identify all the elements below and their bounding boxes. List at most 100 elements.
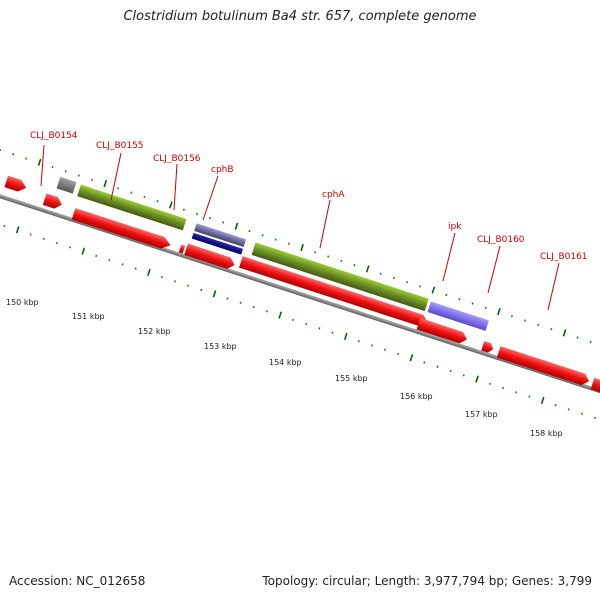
- feature-clj-b0156[interactable]: [194, 223, 247, 247]
- minor-tick: [580, 412, 583, 415]
- inner-tick-ring: [3, 224, 597, 420]
- minor-tick: [68, 246, 72, 249]
- leader-line: [487, 245, 501, 294]
- minor-tick: [340, 259, 343, 263]
- gene-label: CLJ_B0156: [153, 154, 201, 164]
- leader-line: [442, 232, 456, 282]
- minor-tick: [449, 369, 452, 373]
- kbp-label: 155 kbp: [335, 374, 368, 383]
- minor-tick: [589, 340, 592, 344]
- minor-tick: [510, 315, 514, 318]
- minor-tick: [248, 229, 251, 233]
- cds-arrow[interactable]: [4, 175, 28, 194]
- cds-arrow[interactable]: [416, 318, 469, 345]
- minor-tick: [0, 148, 2, 152]
- feature-cpha[interactable]: [251, 242, 429, 312]
- leader-line: [173, 163, 178, 211]
- minor-tick: [239, 301, 242, 304]
- minor-tick: [222, 221, 225, 224]
- minor-tick: [397, 352, 400, 356]
- minor-tick: [12, 153, 15, 156]
- major-tick: [103, 180, 108, 188]
- minor-tick: [471, 302, 474, 305]
- minor-tick: [567, 408, 570, 411]
- major-tick: [37, 158, 42, 166]
- cds-arrow[interactable]: [239, 256, 429, 328]
- minor-tick: [42, 237, 45, 241]
- major-tick: [15, 226, 20, 234]
- cds-arrow[interactable]: [71, 208, 173, 251]
- minor-tick: [576, 336, 579, 339]
- feature-cphb[interactable]: [191, 232, 244, 255]
- minor-tick: [523, 319, 527, 322]
- minor-tick: [314, 251, 317, 254]
- genome-summary-text: Topology: circular; Length: 3,977,794 bp…: [262, 574, 592, 588]
- minor-tick: [462, 374, 465, 377]
- kbp-label: 154 kbp: [269, 358, 302, 367]
- accession-text: Accession: NC_012658: [9, 574, 146, 588]
- feature-ipk[interactable]: [427, 301, 489, 331]
- kbp-label: 153 kbp: [204, 342, 237, 351]
- minor-tick: [160, 276, 163, 279]
- gene-label: CLJ_B0154: [30, 131, 78, 141]
- major-tick: [475, 375, 479, 383]
- feature-clj-b0155[interactable]: [77, 184, 187, 231]
- minor-tick: [423, 361, 426, 364]
- minor-tick: [25, 157, 28, 160]
- minor-tick: [29, 233, 32, 236]
- minor-tick: [95, 254, 98, 258]
- minor-tick: [265, 310, 268, 313]
- cds-arrow[interactable]: [42, 193, 64, 210]
- leader-line: [110, 152, 122, 201]
- cds-arrow[interactable]: [590, 377, 600, 401]
- minor-tick: [537, 323, 540, 327]
- kbp-label: 157 kbp: [465, 410, 498, 419]
- kbp-label: 150 kbp: [6, 298, 39, 307]
- minor-tick: [392, 276, 395, 280]
- minor-tick: [554, 403, 557, 407]
- kbp-labels: 150 kbp 151 kbp 152 kbp 153 kbp 154 kbp …: [6, 298, 563, 438]
- minor-tick: [488, 382, 492, 386]
- minor-tick: [327, 255, 330, 258]
- major-tick: [540, 396, 545, 404]
- major-tick: [562, 329, 567, 337]
- minor-tick: [515, 391, 518, 394]
- minor-tick: [130, 191, 133, 194]
- cds-arrow[interactable]: [481, 340, 495, 354]
- cds-arrow[interactable]: [184, 243, 236, 271]
- minor-tick: [445, 293, 448, 297]
- minor-tick: [261, 234, 264, 237]
- cds-arrow[interactable]: [496, 346, 591, 387]
- gene-label: ipk: [448, 222, 462, 232]
- minor-tick: [182, 208, 185, 211]
- major-tick: [431, 286, 436, 294]
- cds-arrow[interactable]: [178, 244, 186, 254]
- minor-tick: [121, 263, 124, 266]
- kbp-label: 156 kbp: [400, 392, 433, 401]
- minor-tick: [292, 318, 295, 322]
- feature-clj-b0154[interactable]: [56, 176, 77, 194]
- gene-label: cphA: [322, 190, 345, 200]
- minor-tick: [484, 306, 487, 309]
- leader-line: [547, 262, 560, 311]
- minor-tick: [305, 322, 308, 326]
- minor-tick: [200, 288, 203, 292]
- major-tick: [300, 244, 304, 252]
- major-tick: [169, 201, 173, 209]
- minor-tick: [134, 267, 137, 270]
- minor-tick: [458, 298, 461, 301]
- minor-tick: [418, 285, 422, 288]
- minor-tick: [51, 165, 54, 169]
- minor-tick: [383, 348, 387, 351]
- minor-tick: [143, 195, 146, 199]
- minor-tick: [226, 297, 229, 300]
- page-title: Clostridium botulinum Ba4 str. 657, comp…: [123, 9, 477, 24]
- minor-tick: [252, 305, 255, 309]
- minor-tick: [370, 344, 373, 347]
- kbp-label: 151 kbp: [72, 312, 105, 321]
- major-tick: [343, 332, 348, 341]
- gene-label: CLJ_B0160: [477, 235, 525, 245]
- minor-tick: [90, 178, 94, 182]
- minor-tick: [528, 395, 531, 398]
